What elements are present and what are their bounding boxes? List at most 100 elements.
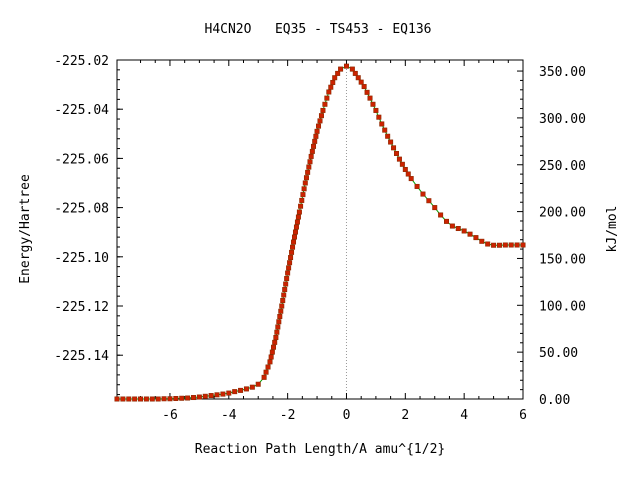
data-point — [190, 395, 196, 401]
data-point — [364, 89, 370, 95]
data-point — [294, 219, 300, 225]
data-point — [402, 166, 408, 172]
chart-title: H4CN2O EQ35 - TS453 - EQ136 — [205, 22, 432, 37]
data-point — [449, 223, 455, 229]
data-point — [496, 242, 502, 248]
data-point — [317, 118, 323, 124]
data-point — [388, 139, 394, 145]
x-tick-label: -4 — [221, 408, 237, 423]
data-point — [278, 308, 284, 314]
data-point — [167, 396, 173, 402]
data-point — [379, 121, 385, 127]
data-point — [309, 148, 315, 154]
data-point — [479, 238, 485, 244]
data-point — [414, 183, 420, 189]
data-point — [274, 329, 280, 335]
data-point — [149, 396, 155, 402]
data-point — [473, 235, 479, 241]
data-point — [138, 396, 144, 402]
data-point — [267, 359, 273, 365]
data-point — [391, 145, 397, 151]
data-point — [326, 89, 332, 95]
data-point — [408, 176, 414, 182]
data-point — [277, 314, 283, 320]
data-point — [279, 303, 285, 309]
y-left-tick-label: -225.02 — [54, 54, 109, 69]
data-point — [179, 395, 185, 401]
data-point — [432, 205, 438, 211]
data-point — [185, 395, 191, 401]
data-point — [324, 95, 330, 101]
y-right-tick-label: 250.00 — [539, 159, 586, 174]
data-point — [520, 242, 526, 248]
data-point — [508, 242, 514, 248]
data-point — [358, 79, 364, 85]
y-left-tick-label: -225.10 — [54, 251, 109, 266]
data-point — [316, 123, 322, 129]
data-point — [300, 192, 306, 198]
x-axis-label: Reaction Path Length/A amu^{1/2} — [195, 442, 445, 457]
data-point — [272, 339, 278, 345]
data-point — [243, 386, 249, 392]
data-point — [314, 128, 320, 134]
data-point — [261, 374, 267, 380]
data-point — [269, 349, 275, 355]
data-point — [271, 344, 277, 350]
data-point — [126, 396, 132, 402]
data-point — [161, 396, 167, 402]
data-point — [485, 241, 491, 247]
data-point — [155, 396, 161, 402]
y-left-tick-label: -225.04 — [54, 103, 109, 118]
data-point — [290, 244, 296, 250]
data-point — [306, 164, 312, 170]
y-right-tick-label: 200.00 — [539, 206, 586, 221]
data-point — [393, 150, 399, 156]
data-point — [226, 390, 232, 396]
data-point — [298, 203, 304, 209]
y-right-tick-label: 300.00 — [539, 112, 586, 127]
data-point — [405, 171, 411, 177]
data-point — [349, 66, 355, 72]
data-point — [376, 114, 382, 120]
data-point — [330, 79, 336, 85]
data-point — [291, 239, 297, 245]
data-point — [220, 391, 226, 397]
data-point — [373, 107, 379, 113]
data-point — [283, 281, 289, 287]
y-right-tick-label: 100.00 — [539, 299, 586, 314]
y-axis-label-left: Energy/Hartree — [18, 174, 33, 284]
data-point — [420, 191, 426, 197]
data-point — [385, 133, 391, 139]
data-point — [305, 169, 311, 175]
y-right-tick-label: 350.00 — [539, 65, 586, 80]
data-point — [265, 364, 271, 370]
data-point — [255, 381, 261, 387]
data-point — [332, 75, 338, 81]
data-point — [132, 396, 138, 402]
data-point — [491, 242, 497, 248]
data-point — [370, 101, 376, 107]
data-point — [202, 393, 208, 399]
data-point — [308, 153, 314, 159]
data-point — [467, 231, 473, 237]
data-point — [275, 324, 281, 330]
data-point — [396, 156, 402, 162]
data-point — [293, 224, 299, 230]
y-axis-label-right: kJ/mol — [605, 206, 620, 253]
data-point — [196, 394, 202, 400]
data-point — [382, 127, 388, 133]
data-point — [313, 133, 319, 139]
data-point — [114, 396, 120, 402]
data-point — [143, 396, 149, 402]
data-point — [280, 298, 286, 304]
data-point — [301, 186, 307, 192]
data-layer — [114, 63, 526, 402]
data-point — [303, 175, 309, 181]
x-tick-label: 4 — [460, 408, 468, 423]
plot-frame — [116, 59, 524, 400]
data-point — [444, 218, 450, 224]
data-point — [284, 276, 290, 282]
x-tick-label: 2 — [401, 408, 409, 423]
data-point — [335, 70, 341, 76]
